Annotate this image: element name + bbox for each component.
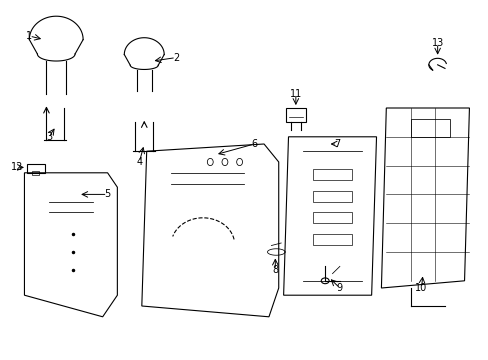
Bar <box>32 171 39 175</box>
Text: 11: 11 <box>289 89 302 99</box>
Text: 4: 4 <box>136 157 142 167</box>
Bar <box>312 234 351 245</box>
Text: 2: 2 <box>173 53 179 63</box>
Text: 3: 3 <box>46 132 52 142</box>
Text: 10: 10 <box>414 283 427 293</box>
Bar <box>312 191 351 202</box>
Bar <box>27 164 45 173</box>
Text: 9: 9 <box>336 283 342 293</box>
Text: 13: 13 <box>430 38 443 48</box>
Bar <box>312 212 351 223</box>
Text: 12: 12 <box>11 162 23 172</box>
Text: 8: 8 <box>272 265 278 275</box>
Bar <box>285 108 305 122</box>
Text: 5: 5 <box>104 189 110 199</box>
Text: 6: 6 <box>251 139 257 149</box>
Text: 1: 1 <box>26 31 32 41</box>
Bar <box>312 169 351 180</box>
Bar <box>410 119 449 137</box>
Text: 7: 7 <box>334 139 340 149</box>
